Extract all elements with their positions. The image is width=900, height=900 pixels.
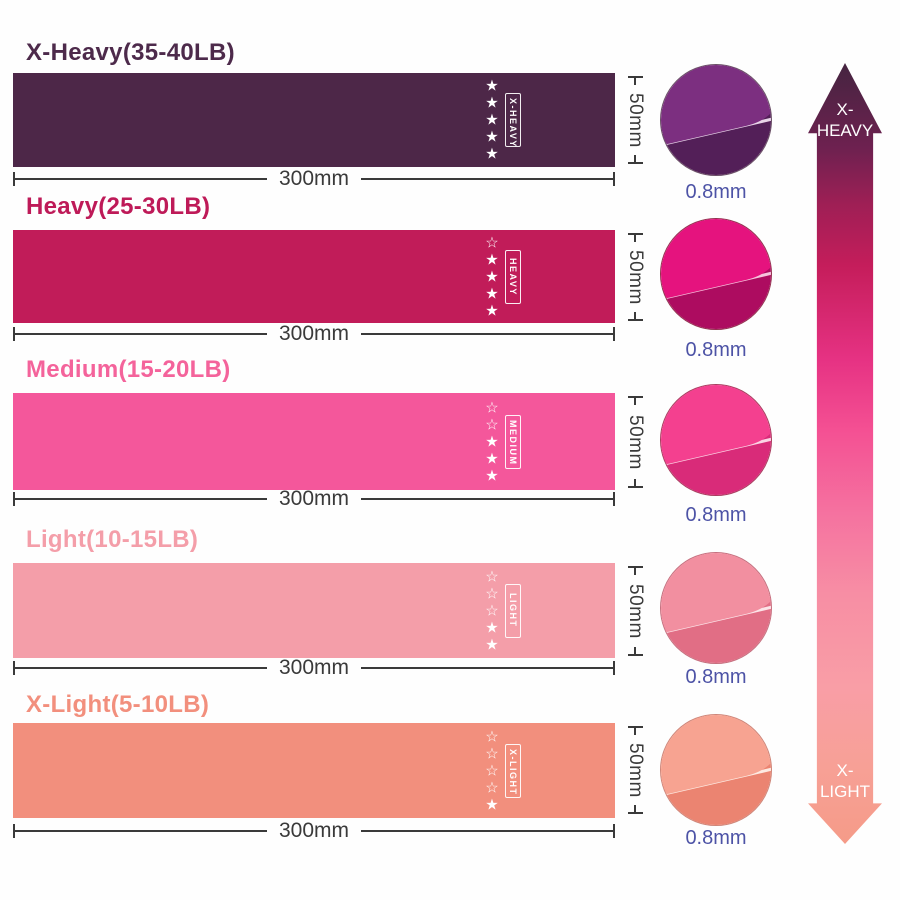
star-rating: ☆ ☆ ☆ ☆ ★ [485,728,499,813]
thickness-label: 0.8mm [685,339,747,361]
width-dimension-label: 300mm [278,167,350,190]
height-dimension-label: 50mm [625,92,646,148]
thickness-label: 0.8mm [685,181,747,203]
dimension-line [15,498,267,500]
band-title-heavy: Heavy(25-30LB) [26,193,211,220]
band-swatch-x-heavy: ★ ★ ★ ★ ★ X-HEAVY [13,73,615,167]
band-title-light: Light(10-15LB) [26,526,199,553]
dimension-tick [627,396,643,405]
height-dimension: 50mm [621,726,649,814]
width-dimension: 300mm [13,656,615,679]
dimension-tick [627,233,643,242]
dimension-tick [628,805,643,814]
height-dimension: 50mm [621,76,649,164]
thickness-photo-thumb [660,714,772,826]
dimension-tick [13,492,15,506]
band-swatch-light: ☆ ☆ ☆ ★ ★ LIGHT [13,563,615,658]
dimension-tick [627,566,643,575]
height-dimension-label: 50mm [625,414,646,470]
dimension-tick [613,327,615,341]
band-title-x-light: X-Light(5-10LB) [26,691,210,718]
width-dimension-label: 300mm [278,322,350,345]
height-dimension-label: 50mm [625,249,646,305]
star-rating: ☆ ☆ ☆ ★ ★ [485,568,499,653]
width-dimension: 300mm [13,322,615,345]
dimension-tick [613,824,615,838]
band-tag-label: LIGHT [505,583,521,638]
dimension-tick [13,172,15,186]
dimension-line [15,667,267,669]
dimension-tick [628,479,643,488]
height-dimension-label: 50mm [625,742,646,798]
width-dimension-label: 300mm [278,819,350,842]
dimension-tick [627,76,643,85]
thickness-photo-thumb [660,384,772,496]
arrow-bottom-label: X- LIGHT [819,761,871,801]
band-tag-label: X-HEAVY [505,93,521,148]
width-dimension: 300mm [13,167,615,190]
band-swatch-medium: ☆ ☆ ★ ★ ★ MEDIUM [13,393,615,490]
dimension-line [15,178,267,180]
band-tag-label: HEAVY [505,249,521,304]
dimension-line [361,333,613,335]
band-swatch-heavy: ☆ ★ ★ ★ ★ HEAVY [13,230,615,323]
dimension-tick [628,312,643,321]
dimension-tick [627,726,643,735]
thickness-photo-thumb [660,552,772,664]
thickness-photo-thumb [660,218,772,330]
dimension-tick [13,824,15,838]
thickness-label: 0.8mm [685,827,747,849]
dimension-tick [628,647,643,656]
arrow-top-label: X- HEAVY [816,100,874,140]
height-dimension: 50mm [621,566,649,656]
height-dimension: 50mm [621,396,649,488]
band-tag-label: X-LIGHT [505,743,521,798]
band-swatch-x-light: ☆ ☆ ☆ ☆ ★ X-LIGHT [13,723,615,818]
dimension-tick [13,661,15,675]
width-dimension-label: 300mm [278,656,350,679]
star-rating: ☆ ☆ ★ ★ ★ [485,399,499,484]
star-rating: ☆ ★ ★ ★ ★ [485,234,499,319]
dimension-line [361,178,613,180]
height-dimension-label: 50mm [625,583,646,639]
dimension-tick [613,661,615,675]
thickness-label: 0.8mm [685,666,747,688]
dimension-line [361,830,613,832]
dimension-tick [613,172,615,186]
dimension-line [15,333,267,335]
band-title-x-heavy: X-Heavy(35-40LB) [26,39,235,66]
height-dimension: 50mm [621,233,649,321]
dimension-tick [628,155,643,164]
level-arrow: X- HEAVY X- LIGHT [808,63,882,844]
star-rating: ★ ★ ★ ★ ★ [485,77,499,163]
thickness-photo-thumb [660,64,772,176]
dimension-line [15,830,267,832]
band-title-medium: Medium(15-20LB) [26,356,231,383]
width-dimension: 300mm [13,487,615,510]
dimension-line [361,667,613,669]
width-dimension-label: 300mm [278,487,350,510]
dimension-tick [13,327,15,341]
thickness-label: 0.8mm [685,504,747,526]
dimension-line [361,498,613,500]
band-tag-label: MEDIUM [505,414,521,469]
width-dimension: 300mm [13,819,615,842]
dimension-tick [613,492,615,506]
